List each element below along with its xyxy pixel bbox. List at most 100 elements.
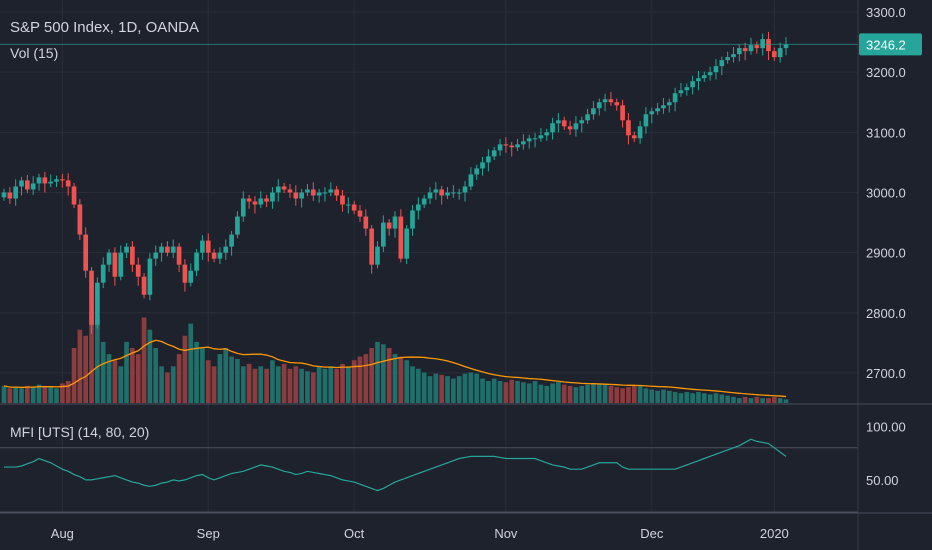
volume-bar — [684, 392, 690, 403]
candle-body — [410, 210, 415, 229]
volume-bar — [585, 384, 590, 403]
candle-body — [135, 264, 141, 277]
candle-body — [200, 240, 205, 253]
candle-body — [608, 99, 614, 103]
volume-bar — [170, 366, 176, 403]
volume-bar — [631, 385, 637, 403]
candle-body — [591, 108, 596, 115]
volume-bar — [60, 383, 65, 403]
candle-body — [170, 246, 176, 253]
candle-body — [305, 189, 310, 193]
candle-body — [736, 48, 742, 55]
price-tick-label: 3300.0 — [866, 5, 906, 20]
volume-bar — [36, 384, 42, 403]
candle-body — [264, 198, 269, 202]
volume-bar — [153, 348, 159, 403]
candle-body — [357, 210, 363, 217]
candle-body — [77, 204, 83, 235]
candle-body — [258, 198, 264, 205]
candle-body — [153, 252, 159, 259]
candle-body — [509, 145, 515, 148]
candle-body — [223, 246, 229, 253]
candle-body — [310, 189, 316, 196]
volume-bar — [719, 394, 725, 403]
candle-body — [112, 252, 118, 277]
chart-title: S&P 500 Index, 1D, OANDA — [10, 19, 199, 36]
candle-body — [229, 234, 234, 247]
volume-bar — [112, 360, 118, 403]
candle-body — [159, 246, 164, 253]
time-tick-label: Sep — [197, 526, 220, 541]
candle-body — [188, 270, 194, 283]
candle-body — [696, 78, 701, 82]
volume-bar — [637, 385, 643, 403]
candle-body — [649, 111, 655, 115]
volume-bar — [608, 385, 614, 403]
candle-body — [89, 270, 94, 325]
candle-body — [620, 105, 625, 121]
candle-body — [369, 228, 374, 265]
candle-body — [532, 138, 538, 140]
volume-bar — [573, 387, 579, 403]
volume-bar — [363, 354, 369, 403]
candle-body — [579, 120, 585, 124]
candle-body — [30, 183, 36, 190]
volume-bar — [223, 348, 229, 403]
volume-bar — [334, 368, 339, 403]
candle-body — [316, 192, 322, 196]
candle-body — [106, 252, 112, 265]
candle-body — [602, 99, 608, 103]
candle-body — [725, 57, 730, 61]
volume-bar — [165, 372, 170, 403]
candle-body — [95, 282, 100, 325]
mfi-tick-label: 100.00 — [866, 419, 906, 434]
volume-bar — [416, 368, 421, 403]
candle-body — [684, 87, 690, 91]
candle-body — [217, 252, 223, 259]
candle-body — [451, 192, 456, 194]
candle-body — [322, 192, 328, 194]
price-tick-label: 3100.0 — [866, 125, 906, 140]
candle-body — [147, 258, 153, 295]
volume-bar — [427, 376, 433, 403]
candle-body — [573, 123, 579, 130]
candle-body — [439, 189, 445, 196]
candle-body — [666, 102, 672, 106]
candle-body — [491, 150, 497, 157]
volume-bar — [462, 373, 468, 403]
time-tick-label: Aug — [51, 526, 74, 541]
candle-body — [719, 60, 725, 67]
volume-bar — [602, 384, 608, 403]
candle-body — [497, 144, 503, 151]
volume-bar — [130, 348, 135, 403]
candle-body — [468, 174, 474, 187]
candle-body — [19, 180, 24, 187]
price-tick-label: 2800.0 — [866, 306, 906, 321]
price-tick-label: 2700.0 — [866, 366, 906, 381]
volume-bar — [211, 366, 217, 403]
volume-bar — [678, 393, 684, 403]
volume-bar — [404, 360, 410, 403]
candle-body — [100, 264, 106, 283]
candle-body — [270, 192, 275, 202]
volume-bar — [7, 388, 13, 403]
candle-body — [701, 75, 707, 79]
volume-bar — [118, 366, 124, 403]
time-tick-label: Dec — [640, 526, 664, 541]
candle-body — [626, 120, 631, 136]
candle-body — [211, 252, 217, 259]
volume-bar — [240, 366, 246, 403]
volume-bar — [345, 366, 351, 403]
price-tick-label: 3000.0 — [866, 185, 906, 200]
volume-bar — [159, 366, 164, 403]
candle-body — [7, 192, 13, 199]
volume-bar — [13, 387, 19, 403]
volume-bar — [392, 354, 398, 403]
candle-body — [760, 39, 765, 49]
volume-bar — [421, 372, 427, 403]
candle-body — [521, 141, 526, 145]
price-tick-label: 2900.0 — [866, 246, 906, 261]
candle-body — [637, 126, 643, 139]
candle-body — [275, 186, 281, 193]
